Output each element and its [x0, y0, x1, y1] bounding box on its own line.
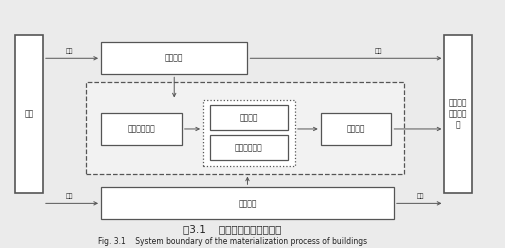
Text: 输出: 输出 [375, 48, 382, 54]
Bar [101, 42, 247, 74]
Text: 运输工具: 运输工具 [165, 54, 183, 63]
Text: 现场人工活动: 现场人工活动 [128, 124, 155, 133]
Bar [203, 100, 295, 166]
Text: 机械设备: 机械设备 [238, 199, 257, 208]
Bar [444, 35, 472, 193]
Text: 施工活动: 施工活动 [347, 124, 365, 133]
Text: 预制构件加工: 预制构件加工 [235, 143, 263, 152]
Bar [210, 135, 288, 160]
Bar [101, 113, 182, 145]
Bar [15, 35, 43, 193]
Text: 材料加工: 材料加工 [239, 113, 258, 122]
Text: 图3.1    建筑物化系统核算边界: 图3.1 建筑物化系统核算边界 [183, 224, 281, 234]
Text: 能源: 能源 [24, 110, 34, 119]
Bar [321, 113, 391, 145]
Bar [86, 82, 404, 174]
Text: 建筑物化
阶段碳足
迹: 建筑物化 阶段碳足 迹 [449, 98, 468, 130]
Text: 输入: 输入 [66, 193, 73, 199]
Text: 输出: 输出 [417, 193, 424, 199]
Bar [210, 105, 288, 130]
Text: 输入: 输入 [66, 48, 73, 54]
Bar [101, 187, 394, 219]
Text: Fig. 3.1    System boundary of the materialization process of buildings: Fig. 3.1 System boundary of the material… [98, 237, 367, 246]
